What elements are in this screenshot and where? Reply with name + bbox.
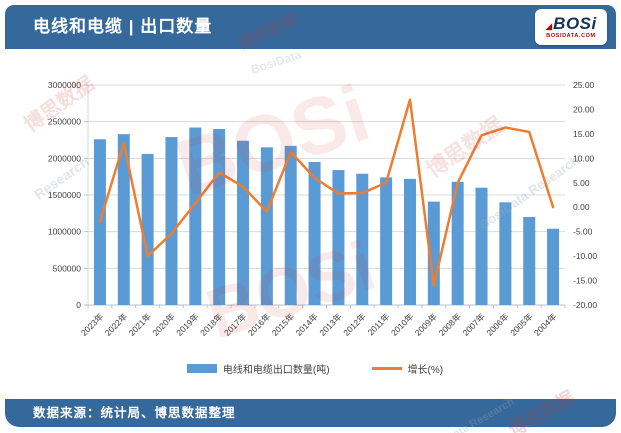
x-axis-label: 2010年	[389, 311, 416, 338]
bar	[356, 173, 369, 305]
bar	[475, 187, 488, 305]
x-axis-label: 2017年	[222, 311, 249, 338]
bar	[547, 228, 560, 305]
bar-series-swatch	[186, 364, 217, 373]
growth-line	[98, 98, 555, 287]
bar	[284, 145, 297, 305]
x-axis-label: 2004年	[532, 311, 559, 338]
right-axis-label: -20.00	[573, 300, 597, 310]
bar	[189, 127, 202, 306]
bar	[213, 129, 226, 305]
x-axis-label: 2020年	[150, 311, 177, 338]
footer-band: 数据来源：统计局、博思数据整理	[5, 399, 616, 427]
logo-wordmark: BOSi	[553, 14, 597, 33]
right-axis-label: 25.00	[573, 80, 595, 90]
right-axis-label: -5.00	[573, 227, 593, 237]
x-axis-label: 2016年	[246, 311, 273, 338]
bar	[403, 178, 416, 305]
bar	[237, 140, 250, 305]
legend-item-bars: 电线和电缆出口数量(吨)	[186, 361, 330, 376]
x-axis-label: 2021年	[127, 311, 154, 338]
right-axis-label: 5.00	[573, 178, 590, 188]
left-axis-label: 3000000	[48, 80, 81, 90]
bar	[523, 217, 536, 305]
bar	[380, 177, 393, 305]
right-axis-label: 15.00	[573, 129, 595, 139]
right-axis-label: -15.00	[573, 276, 597, 286]
x-axis-label: 2019年	[174, 311, 201, 338]
x-axis-label: 2005年	[508, 311, 535, 338]
legend-label-line: 增长(%)	[407, 365, 444, 376]
bosi-logo: ◢ BOSi BOSIDATA.COM	[535, 9, 607, 45]
right-axis-label: 10.00	[573, 153, 595, 163]
x-axis-label: 2012年	[341, 311, 368, 338]
x-axis-label: 2011年	[366, 311, 392, 337]
bar	[499, 202, 512, 305]
bar	[427, 201, 440, 305]
bar	[451, 181, 464, 305]
left-axis-label: 500000	[53, 263, 82, 273]
x-axis-label: 2018年	[198, 311, 225, 338]
legend-label-bars: 电线和电缆出口数量(吨)	[222, 365, 330, 376]
x-axis-label: 2014年	[294, 311, 321, 338]
bar	[141, 153, 154, 305]
bar	[165, 137, 178, 305]
x-axis-label: 2008年	[437, 311, 464, 338]
chart-legend: 电线和电缆出口数量(吨) 增长(%)	[60, 361, 570, 376]
left-axis-label: 1500000	[48, 190, 81, 200]
data-source-note: 数据来源：统计局、博思数据整理	[33, 406, 236, 420]
bar	[332, 170, 345, 305]
legend-item-line: 增长(%)	[371, 361, 444, 376]
left-axis-label: 1000000	[48, 227, 81, 237]
page-title: 电线和电缆 | 出口数量	[33, 17, 213, 36]
right-axis-label: 20.00	[573, 104, 595, 114]
x-axis-label: 2006年	[484, 311, 511, 338]
x-axis-label: 2023年	[79, 311, 106, 338]
logo-triangle-icon: ◢	[545, 21, 553, 31]
x-axis-label: 2013年	[317, 311, 344, 338]
x-axis-label: 2007年	[460, 311, 487, 338]
left-axis-label: 0	[76, 300, 81, 310]
left-axis-label: 2500000	[48, 117, 81, 127]
bar	[117, 134, 130, 305]
x-axis-label: 2015年	[270, 311, 297, 338]
left-axis-label: 2000000	[48, 153, 81, 163]
line-series-swatch	[371, 367, 402, 370]
header-band: 电线和电缆 | 出口数量 ◢ BOSi BOSIDATA.COM	[5, 5, 616, 49]
bar	[260, 147, 273, 305]
bar	[308, 162, 321, 305]
right-axis-label: -10.00	[573, 251, 597, 261]
logo-domain: BOSIDATA.COM	[546, 33, 596, 39]
x-axis-label: 2022年	[103, 311, 130, 338]
right-axis-label: 0.00	[573, 202, 590, 212]
x-axis-label: 2009年	[413, 311, 440, 338]
